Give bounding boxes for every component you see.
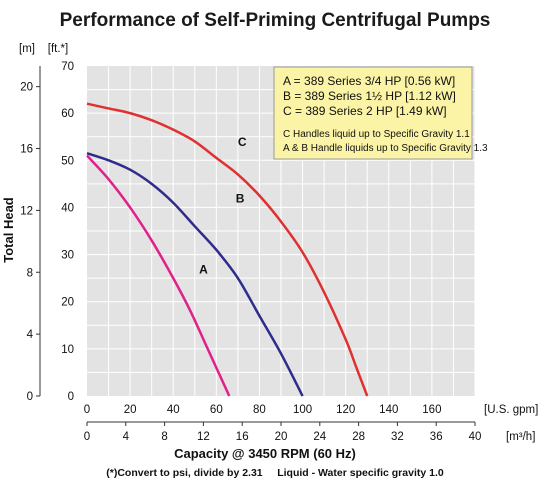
- y-tick-label: 20: [61, 297, 74, 309]
- x2-tick-label: 20: [275, 431, 288, 443]
- y-axis-unit-ft: [ft.*]: [48, 43, 68, 55]
- curve-label-c: C: [238, 135, 247, 149]
- legend: A = 389 Series 3/4 HP [0.56 kW] B = 389 …: [273, 66, 488, 160]
- x2-tick-label: 0: [84, 431, 90, 443]
- y-axis-label: Total Head: [1, 197, 16, 263]
- curve-label-a: A: [199, 262, 208, 276]
- chart-title: Performance of Self-Priming Centrifugal …: [60, 10, 491, 31]
- x-axis-label: Capacity @ 3450 RPM (60 Hz): [174, 446, 356, 461]
- series-line-a: [86, 154, 231, 397]
- x-tick-label: 80: [253, 404, 266, 416]
- y-tick-label: 60: [61, 108, 74, 120]
- curve-labels: A B C: [199, 135, 247, 276]
- y-tick-label: 40: [61, 202, 74, 214]
- x2-tick-label: 40: [469, 431, 482, 443]
- y2-tick-label: 8: [27, 267, 33, 279]
- y-axis-ft-ticks: 0 10 20 30 40 50 60 70: [61, 61, 74, 403]
- x2-tick-label: 12: [197, 431, 210, 443]
- legend-entry-c: C = 389 Series 2 HP [1.49 kW]: [283, 104, 447, 118]
- x-axis-unit-m3h: [m³/h]: [506, 431, 535, 443]
- x-tick-label: 160: [422, 404, 441, 416]
- x-axis-unit-gpm: [U.S. gpm]: [484, 404, 538, 416]
- x2-tick-label: 24: [313, 431, 326, 443]
- legend-entry-b: B = 389 Series 1½ HP [1.12 kW]: [283, 89, 456, 103]
- x-tick-label: 120: [336, 404, 355, 416]
- legend-entry-a: A = 389 Series 3/4 HP [0.56 kW]: [283, 74, 455, 88]
- legend-box: [273, 66, 473, 160]
- y-tick-label: 0: [68, 391, 74, 403]
- y-tick-label: 30: [61, 250, 74, 262]
- x-tick-label: 100: [293, 404, 312, 416]
- x2-tick-label: 36: [430, 431, 443, 443]
- x2-tick-label: 16: [236, 431, 249, 443]
- x2-tick-label: 32: [391, 431, 404, 443]
- x-tick-label: 0: [84, 404, 90, 416]
- y2-tick-label: 16: [20, 144, 33, 156]
- y2-tick-label: 4: [27, 329, 34, 341]
- x2-tick-label: 28: [352, 431, 365, 443]
- x-tick-label: 60: [210, 404, 223, 416]
- x-tick-label: 140: [379, 404, 398, 416]
- footnote: (*)Convert to psi, divide by 2.31 Liquid…: [106, 467, 444, 479]
- y-tick-label: 70: [61, 61, 74, 73]
- y2-tick-label: 20: [20, 82, 33, 94]
- x2-tick-label: 8: [161, 431, 167, 443]
- y-tick-label: 50: [61, 155, 74, 167]
- x-tick-label: 40: [167, 404, 180, 416]
- y2-tick-label: 0: [27, 391, 33, 403]
- y2-tick-label: 12: [20, 205, 33, 217]
- x-tick-label: 20: [124, 404, 137, 416]
- legend-note-c: C Handles liquid up to Specific Gravity …: [283, 129, 470, 140]
- y-axis-m-ticks: 0 4 8 12 16 20: [20, 82, 40, 403]
- y-axis-unit-m: [m]: [19, 43, 35, 55]
- x-axis-gpm-ticks: 0 20 40 60 80 100 120 140 160: [84, 404, 442, 416]
- pump-curves: [86, 102, 369, 397]
- y-tick-label: 10: [61, 344, 74, 356]
- legend-note-ab: A & B Handle liquids up to Specific Grav…: [283, 143, 488, 154]
- x-axis-m3h-ticks: 0 4 8 12 16 20 24 28 32 36 40: [84, 422, 482, 443]
- curve-label-b: B: [236, 192, 245, 206]
- series-line-c: [86, 102, 369, 397]
- x2-tick-label: 4: [123, 431, 130, 443]
- series-line-b: [86, 152, 304, 397]
